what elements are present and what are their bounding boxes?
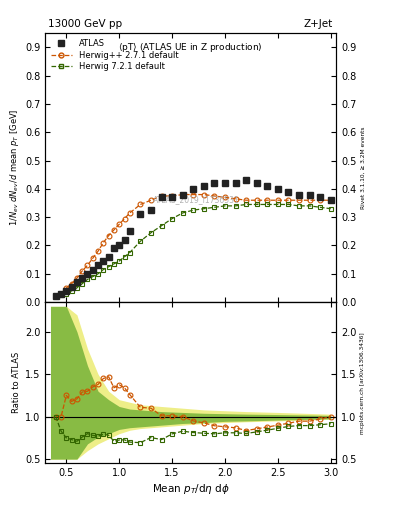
X-axis label: Mean $p_T$/d$\eta$ d$\phi$: Mean $p_T$/d$\eta$ d$\phi$ <box>152 482 230 497</box>
Y-axis label: $1/N_{ev}$ $dN_{ev}/d$ mean $p_T$ [GeV]: $1/N_{ev}$ $dN_{ev}/d$ mean $p_T$ [GeV] <box>8 109 21 226</box>
Y-axis label: mcplots.cern.ch [arXiv:1306.3436]: mcplots.cern.ch [arXiv:1306.3436] <box>360 332 365 434</box>
Text: Z+Jet: Z+Jet <box>304 19 333 29</box>
Y-axis label: Rivet 3.1.10, ≥ 3.2M events: Rivet 3.1.10, ≥ 3.2M events <box>360 126 365 209</box>
Text: $\langle$pT$\rangle$ (ATLAS UE in Z production): $\langle$pT$\rangle$ (ATLAS UE in Z prod… <box>118 41 263 54</box>
Legend: ATLAS, Herwig++ 2.7.1 default, Herwig 7.2.1 default: ATLAS, Herwig++ 2.7.1 default, Herwig 7.… <box>50 37 180 73</box>
Text: ATLAS_2019_I1736531: ATLAS_2019_I1736531 <box>153 196 240 204</box>
Text: 13000 GeV pp: 13000 GeV pp <box>48 19 122 29</box>
Y-axis label: Ratio to ATLAS: Ratio to ATLAS <box>12 352 21 413</box>
